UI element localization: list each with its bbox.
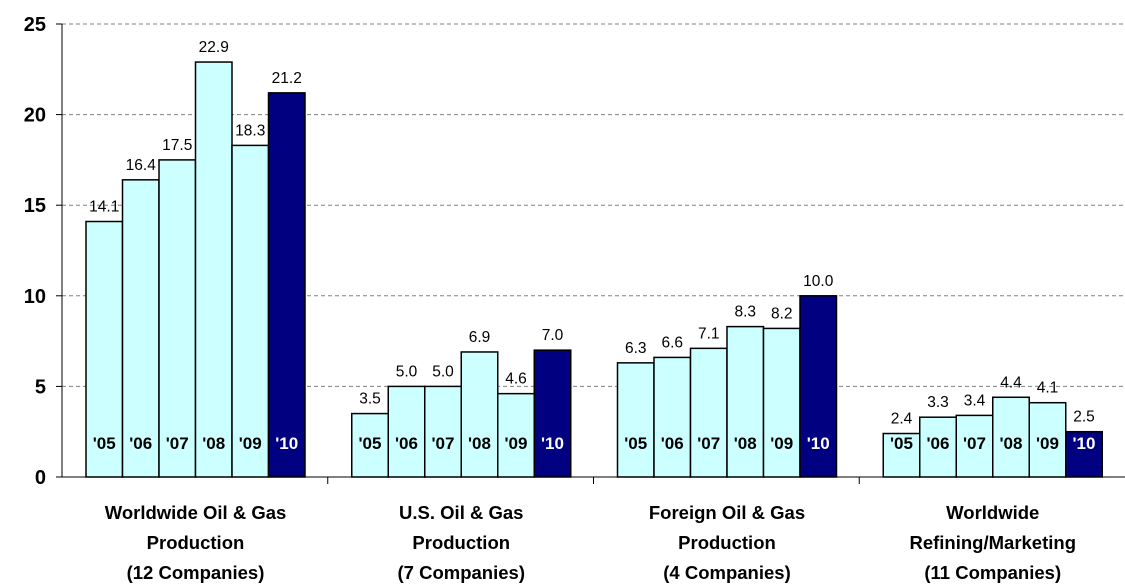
bar <box>882 432 921 478</box>
bar <box>992 396 1030 478</box>
category-label: Refining/Marketing <box>909 532 1076 553</box>
data-label: 3.5 <box>359 391 381 408</box>
category-label: Worldwide Oil & Gas <box>105 502 287 523</box>
bar <box>387 385 426 478</box>
year-label: '08 <box>734 434 757 453</box>
bar <box>121 179 160 478</box>
bar <box>158 159 197 478</box>
year-label: '05 <box>93 434 116 453</box>
labels: 0 5 10 15 20 25 14.1 '05 16.4 '06 17.5 '07 22.9 '08 18… <box>24 14 1096 583</box>
year-label: '06 <box>395 434 418 453</box>
year-label: '10 <box>275 434 298 453</box>
year-label: '07 <box>432 434 455 453</box>
y-tick-label: 15 <box>24 195 46 217</box>
data-label: 10.0 <box>803 273 834 290</box>
category-label: Production <box>678 532 776 553</box>
data-label: 7.1 <box>698 325 720 342</box>
bar <box>1065 430 1103 478</box>
data-label: 6.6 <box>661 334 683 351</box>
data-label: 22.9 <box>199 39 229 56</box>
bar <box>726 325 765 478</box>
data-label: 3.3 <box>927 394 949 411</box>
year-label: '07 <box>697 434 720 453</box>
data-label: 4.1 <box>1037 380 1059 397</box>
bar <box>194 61 233 478</box>
y-tick-label: 10 <box>24 286 46 308</box>
data-label: 18.3 <box>235 122 265 139</box>
data-label: 5.0 <box>432 363 454 380</box>
y-tick-label: 20 <box>24 105 46 127</box>
category-label: (12 Companies) <box>127 562 265 583</box>
year-label: '05 <box>359 434 382 453</box>
bar <box>267 92 306 478</box>
y-tick-label: 0 <box>35 467 46 489</box>
category-label: (4 Companies) <box>663 562 790 583</box>
year-label: '09 <box>770 434 793 453</box>
year-label: '06 <box>927 434 950 453</box>
year-label: '09 <box>239 434 262 453</box>
data-label: 14.1 <box>89 199 119 216</box>
bar <box>799 295 838 478</box>
data-label: 6.3 <box>625 340 647 357</box>
bar <box>497 392 535 478</box>
category-label: (7 Companies) <box>398 562 525 583</box>
data-label: 21.2 <box>272 70 302 87</box>
year-label: '08 <box>202 434 225 453</box>
data-label: 6.9 <box>469 329 491 346</box>
year-label: '10 <box>1073 434 1096 453</box>
year-label: '06 <box>661 434 684 453</box>
data-label: 8.3 <box>734 304 756 321</box>
bars <box>85 61 1103 478</box>
year-label: '10 <box>541 434 564 453</box>
data-label: 8.2 <box>771 305 793 322</box>
axes <box>56 23 1125 484</box>
category-label: Foreign Oil & Gas <box>649 502 805 523</box>
bar <box>616 362 655 478</box>
data-label: 4.6 <box>505 371 527 388</box>
bar <box>653 356 692 478</box>
year-label: '09 <box>1036 434 1059 453</box>
bar <box>231 144 270 478</box>
data-label: 4.4 <box>1000 374 1022 391</box>
category-label: Production <box>412 532 510 553</box>
category-label: Worldwide <box>946 502 1039 523</box>
bar <box>460 351 499 478</box>
y-tick-label: 25 <box>24 14 46 36</box>
bar <box>85 220 124 478</box>
category-label: (11 Companies) <box>924 562 1061 583</box>
data-label: 2.5 <box>1073 409 1095 426</box>
data-label: 7.0 <box>542 327 564 344</box>
year-label: '05 <box>624 434 647 453</box>
data-label: 5.0 <box>396 363 418 380</box>
data-label: 16.4 <box>126 157 157 174</box>
bar <box>689 347 728 478</box>
year-label: '06 <box>129 434 152 453</box>
year-label: '08 <box>1000 434 1023 453</box>
bar <box>762 327 801 478</box>
data-label: 2.4 <box>891 411 913 428</box>
data-label: 17.5 <box>162 137 192 154</box>
category-label: Production <box>147 532 245 553</box>
year-label: '07 <box>963 434 986 453</box>
year-label: '09 <box>505 434 528 453</box>
bar <box>424 385 462 478</box>
year-label: '05 <box>890 434 913 453</box>
year-label: '08 <box>468 434 491 453</box>
year-label: '07 <box>166 434 189 453</box>
data-label: 3.4 <box>964 392 986 409</box>
category-label: U.S. Oil & Gas <box>399 502 523 523</box>
y-tick-label: 5 <box>35 376 46 398</box>
bar <box>533 349 572 478</box>
year-label: '10 <box>807 434 830 453</box>
